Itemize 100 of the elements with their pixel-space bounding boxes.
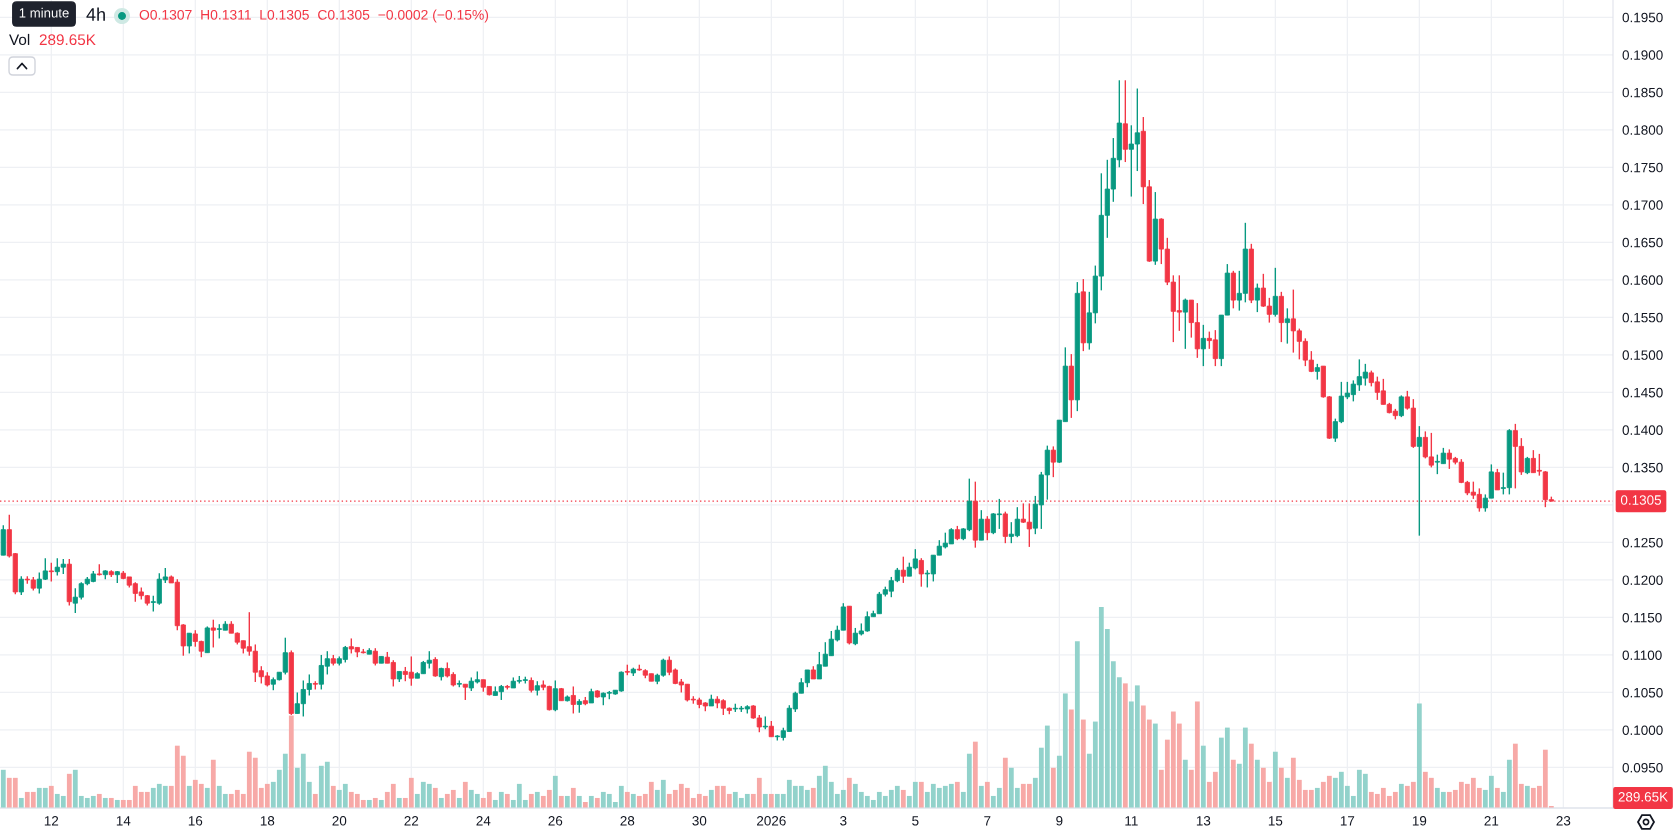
bar bbox=[708, 789, 714, 808]
bar bbox=[1182, 759, 1188, 808]
x-tick-label: 23 bbox=[1556, 815, 1571, 826]
bar bbox=[0, 769, 6, 808]
bar bbox=[1416, 703, 1422, 808]
bar bbox=[768, 793, 774, 808]
bar bbox=[1002, 757, 1008, 808]
candlestick bbox=[1182, 297, 1188, 350]
y-tick-label: 0.1900 bbox=[1622, 50, 1663, 60]
x-tick-label: 2026 bbox=[757, 815, 786, 826]
bar bbox=[576, 795, 582, 808]
bar bbox=[114, 799, 120, 808]
annotation: −0.0002 (−0.15%) bbox=[378, 9, 489, 23]
bar bbox=[1200, 745, 1206, 808]
bar bbox=[1524, 785, 1530, 808]
x-tick-label: 5 bbox=[912, 816, 919, 826]
bar bbox=[1494, 787, 1500, 808]
chart-title: 4h bbox=[86, 7, 105, 21]
y-tick-label: 0.1500 bbox=[1622, 350, 1663, 360]
ref-line-label: 0.1305 bbox=[1620, 495, 1662, 505]
bar bbox=[1314, 787, 1320, 808]
x-tick-label: 11 bbox=[1125, 816, 1138, 826]
candlestick bbox=[1416, 425, 1422, 537]
bar bbox=[456, 797, 462, 808]
bar bbox=[1080, 719, 1086, 808]
bar bbox=[1074, 641, 1080, 808]
x-tick-label: 26 bbox=[548, 815, 563, 826]
bar bbox=[438, 797, 444, 808]
annotation: 1 minute bbox=[19, 7, 69, 18]
bar bbox=[630, 793, 636, 808]
bar bbox=[96, 793, 102, 808]
candlestick bbox=[900, 555, 906, 584]
annotation: Vol bbox=[9, 33, 30, 46]
x-tick-label: 18 bbox=[260, 815, 275, 826]
candlestick bbox=[918, 557, 924, 588]
bar bbox=[984, 781, 990, 808]
annotation: 289.65K bbox=[39, 34, 96, 46]
x-tick-label: 7 bbox=[984, 816, 991, 826]
y-tick-label: 0.1000 bbox=[1622, 725, 1663, 735]
bar bbox=[810, 787, 816, 808]
bar bbox=[528, 793, 534, 808]
candlestick bbox=[1254, 282, 1260, 313]
candlestick bbox=[210, 618, 216, 649]
bar bbox=[504, 793, 510, 808]
bar bbox=[372, 797, 378, 808]
x-tick-label: 24 bbox=[476, 815, 491, 826]
x-tick-label: 22 bbox=[404, 815, 419, 826]
candlestick bbox=[18, 575, 24, 596]
bar bbox=[378, 799, 384, 808]
x-tick-label: 13 bbox=[1196, 815, 1211, 826]
bar bbox=[558, 795, 564, 808]
bar bbox=[552, 775, 558, 808]
bar bbox=[846, 777, 852, 808]
candlestick bbox=[432, 656, 438, 678]
candlestick bbox=[1002, 510, 1008, 544]
y-tick-label: 0.1100 bbox=[1622, 650, 1662, 660]
x-tick-label: 14 bbox=[116, 816, 131, 826]
x-tick-label: 21 bbox=[1484, 815, 1499, 826]
x-tick-label: 19 bbox=[1412, 815, 1427, 826]
x-tick-label: 3 bbox=[840, 815, 847, 826]
text: 289.65K bbox=[1618, 792, 1668, 802]
bar bbox=[972, 741, 978, 808]
x-tick-label: 20 bbox=[332, 815, 347, 826]
x-tick-label: 15 bbox=[1268, 816, 1283, 826]
y-tick-label: 0.0950 bbox=[1622, 762, 1663, 773]
bar bbox=[102, 797, 108, 808]
y-tick-label: 0.1250 bbox=[1622, 537, 1663, 548]
candlestick bbox=[1050, 445, 1056, 478]
bar bbox=[900, 789, 906, 808]
candlestick bbox=[186, 632, 192, 655]
bar bbox=[210, 759, 216, 808]
candlestick bbox=[1200, 324, 1206, 367]
y-tick-label: 0.1400 bbox=[1622, 425, 1663, 435]
y-tick-label: 0.1950 bbox=[1622, 12, 1663, 23]
candlestick bbox=[984, 515, 990, 541]
y-tick-label: 0.1350 bbox=[1622, 462, 1663, 473]
bar bbox=[1284, 777, 1290, 808]
y-tick-label: 0.1550 bbox=[1622, 312, 1663, 323]
bar bbox=[1068, 709, 1074, 808]
y-tick-label: 0.1200 bbox=[1622, 575, 1663, 585]
bar bbox=[330, 785, 336, 808]
bar bbox=[204, 787, 210, 808]
candlestick bbox=[978, 509, 984, 541]
x-tick-label: 17 bbox=[1340, 816, 1355, 826]
candlestick bbox=[48, 561, 54, 583]
x-tick-label: 12 bbox=[44, 815, 59, 826]
annotation: O0.1307 bbox=[139, 9, 192, 20]
bar bbox=[432, 787, 438, 808]
x-tick-label: 9 bbox=[1056, 815, 1063, 826]
annotation: H0.1311 bbox=[201, 9, 251, 20]
bar bbox=[570, 787, 576, 808]
x-tick-label: 28 bbox=[620, 815, 635, 826]
bar bbox=[1272, 751, 1278, 808]
bar bbox=[1230, 759, 1236, 808]
bar bbox=[762, 793, 768, 808]
bar bbox=[564, 795, 570, 808]
candlestick bbox=[1398, 394, 1404, 418]
bar bbox=[1050, 767, 1056, 808]
y-tick-label: 0.1650 bbox=[1622, 237, 1663, 248]
candlestick bbox=[552, 679, 558, 712]
